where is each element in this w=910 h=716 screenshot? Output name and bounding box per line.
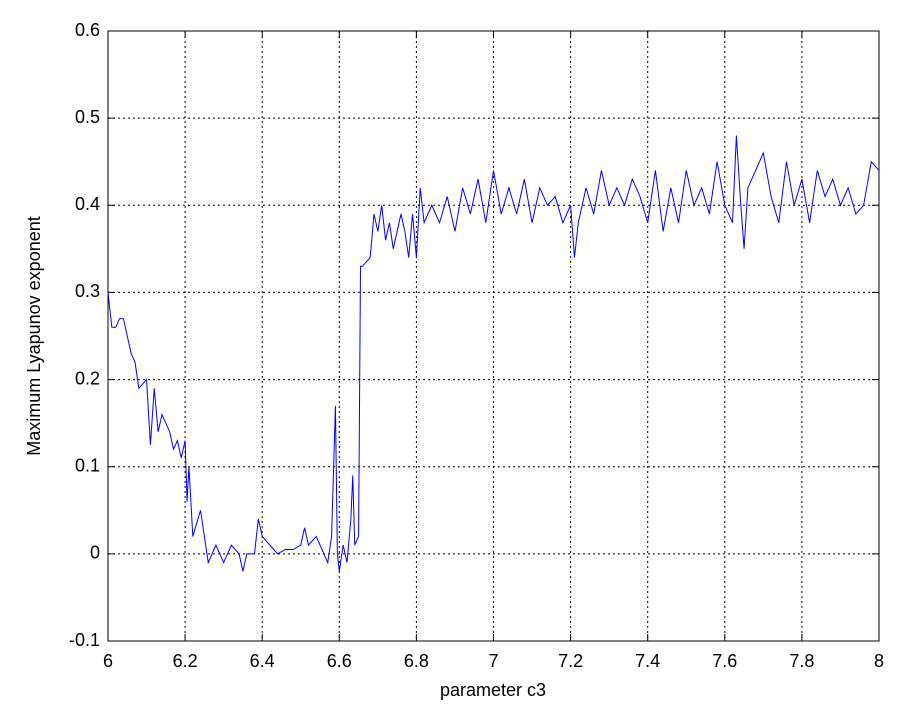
y-tick-label: 0.3 [75, 281, 100, 301]
x-axis-label: parameter c3 [440, 680, 546, 700]
x-tick-label: 7.6 [712, 651, 737, 671]
plot-frame [107, 30, 880, 642]
y-tick-label: 0 [90, 543, 100, 563]
data-line [107, 135, 880, 572]
x-tick-label: 6.2 [173, 651, 198, 671]
x-tick-label: 6 [103, 651, 113, 671]
x-tick-label: 7.2 [558, 651, 583, 671]
y-tick-label: 0.6 [75, 20, 100, 40]
x-tick-label: 6.4 [250, 651, 275, 671]
y-axis-label: Maximum Lyapunov exponent [24, 216, 44, 455]
y-tick-label: 0.1 [75, 455, 100, 475]
x-tick-label: 7 [488, 651, 498, 671]
x-tick-label: 8 [874, 651, 884, 671]
x-tick-label: 6.8 [404, 651, 429, 671]
x-tick-label: 7.4 [635, 651, 660, 671]
y-tick-label: 0.5 [75, 107, 100, 127]
x-tick-label: 6.6 [327, 651, 352, 671]
y-tick-label: 0.2 [75, 368, 100, 388]
y-tick-label: -0.1 [69, 630, 100, 650]
x-tick-label: 7.8 [789, 651, 814, 671]
y-tick-label: 0.4 [75, 194, 100, 214]
